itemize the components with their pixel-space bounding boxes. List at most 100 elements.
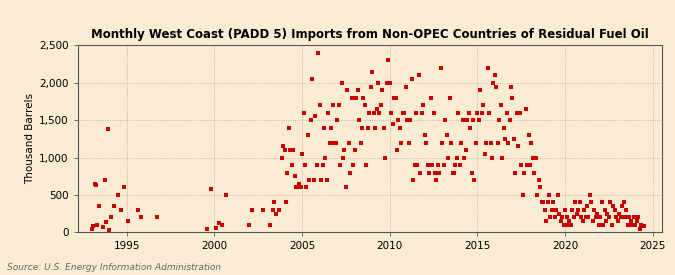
Point xyxy=(213,221,224,225)
Point xyxy=(384,81,395,85)
Point xyxy=(558,223,569,227)
Point xyxy=(282,170,293,175)
Point xyxy=(512,111,522,115)
Point xyxy=(406,77,417,81)
Point xyxy=(314,103,325,108)
Point xyxy=(323,111,333,115)
Point xyxy=(321,178,332,182)
Point xyxy=(626,219,637,223)
Point xyxy=(380,155,391,160)
Point xyxy=(577,219,588,223)
Point xyxy=(435,66,446,70)
Point xyxy=(556,219,566,223)
Point xyxy=(578,208,589,212)
Point xyxy=(452,155,462,160)
Point xyxy=(541,219,551,223)
Point xyxy=(498,125,509,130)
Point xyxy=(549,215,560,220)
Point xyxy=(386,111,397,115)
Point xyxy=(404,141,414,145)
Point xyxy=(431,178,442,182)
Point xyxy=(327,103,338,108)
Point xyxy=(285,148,296,152)
Point xyxy=(273,208,284,212)
Point xyxy=(545,215,556,220)
Point xyxy=(361,163,372,167)
Y-axis label: Thousand Barrels: Thousand Barrels xyxy=(25,94,35,184)
Point xyxy=(89,182,100,186)
Point xyxy=(333,103,344,108)
Point xyxy=(320,155,331,160)
Point xyxy=(326,125,337,130)
Point xyxy=(90,183,101,188)
Point xyxy=(356,125,367,130)
Point xyxy=(440,118,451,122)
Point xyxy=(513,144,524,148)
Point xyxy=(348,163,358,167)
Point xyxy=(308,178,319,182)
Point xyxy=(400,84,411,89)
Point xyxy=(528,155,539,160)
Point xyxy=(296,152,307,156)
Point xyxy=(336,81,347,85)
Point xyxy=(319,125,329,130)
Point xyxy=(247,208,258,212)
Point xyxy=(108,204,119,208)
Point xyxy=(94,204,105,208)
Point xyxy=(298,111,309,115)
Point xyxy=(564,219,575,223)
Point xyxy=(532,193,543,197)
Point xyxy=(441,133,452,137)
Point xyxy=(497,155,508,160)
Point xyxy=(387,122,398,126)
Point xyxy=(580,215,591,220)
Point xyxy=(92,223,103,227)
Point xyxy=(494,118,505,122)
Point xyxy=(466,170,477,175)
Point xyxy=(317,163,328,167)
Point xyxy=(344,141,354,145)
Point xyxy=(514,111,525,115)
Point xyxy=(399,111,410,115)
Point xyxy=(543,193,554,197)
Point xyxy=(104,228,115,232)
Point xyxy=(554,211,564,216)
Point xyxy=(506,84,516,89)
Point xyxy=(429,170,440,175)
Point xyxy=(614,211,624,216)
Point xyxy=(589,208,599,212)
Point xyxy=(202,226,213,231)
Point xyxy=(390,95,401,100)
Point xyxy=(311,163,322,167)
Point xyxy=(305,118,316,122)
Point xyxy=(98,225,109,229)
Point xyxy=(526,141,537,145)
Point xyxy=(421,141,431,145)
Point xyxy=(405,118,416,122)
Point xyxy=(481,141,491,145)
Point xyxy=(539,208,550,212)
Point xyxy=(340,185,351,190)
Point xyxy=(133,208,144,212)
Point xyxy=(606,223,617,227)
Point xyxy=(329,141,340,145)
Point xyxy=(277,144,288,148)
Point xyxy=(360,103,371,108)
Point xyxy=(611,215,622,220)
Point xyxy=(355,141,366,145)
Point xyxy=(367,69,377,74)
Point xyxy=(427,163,437,167)
Point xyxy=(479,152,490,156)
Point xyxy=(475,88,486,92)
Point xyxy=(627,223,638,227)
Point xyxy=(115,208,126,212)
Point xyxy=(325,141,335,145)
Point xyxy=(330,141,341,145)
Point xyxy=(529,170,540,175)
Point xyxy=(257,208,268,212)
Point xyxy=(301,185,312,190)
Point xyxy=(395,125,406,130)
Point xyxy=(265,223,275,227)
Point xyxy=(416,111,427,115)
Point xyxy=(561,215,572,220)
